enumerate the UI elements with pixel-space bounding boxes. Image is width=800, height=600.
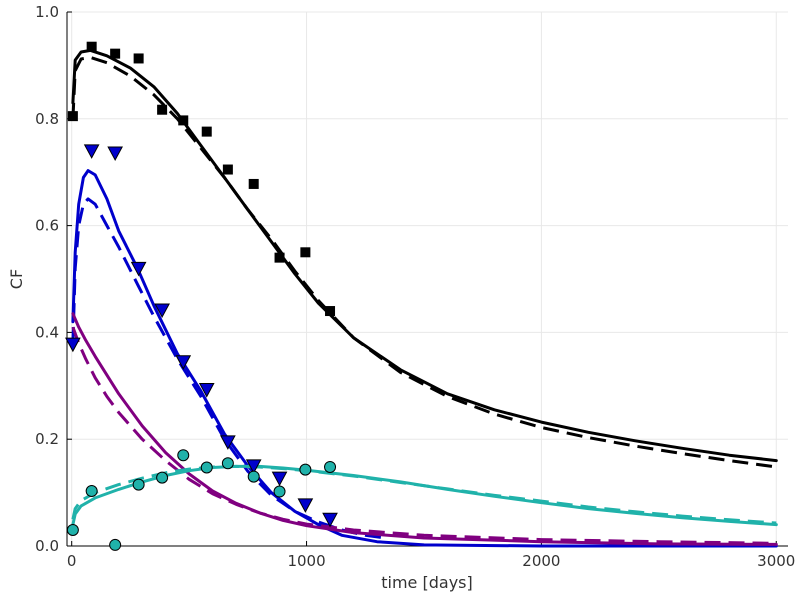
y-axis-label: CF: [7, 269, 26, 289]
series-3-circle-point: [66, 523, 79, 536]
y-tick-label: 0.0: [35, 537, 59, 555]
series-0-square-point: [274, 252, 285, 263]
grid-lines: [67, 11, 788, 547]
y-tick-label: 0.2: [35, 430, 59, 448]
series-0-square-point: [86, 41, 97, 52]
series-3-circle-point: [132, 478, 145, 491]
series-0-solid-line: [71, 48, 778, 463]
y-tick-label: 1.0: [35, 3, 59, 21]
x-tick-label: 1000: [287, 552, 325, 570]
series-0-square-point: [133, 53, 144, 64]
series-2-solid-line: [71, 312, 778, 546]
series-3-dashed-line: [71, 464, 777, 525]
data-markers: [65, 41, 338, 551]
series-1-triangle-point: [130, 261, 147, 277]
y-tick-label: 0.4: [35, 323, 59, 341]
series-0-square-point: [178, 115, 189, 126]
series-1-triangle-point: [83, 144, 100, 159]
series-3-circle-point: [273, 485, 286, 498]
series-2-dashed-line: [71, 326, 777, 545]
series-1-triangle-point: [107, 146, 123, 162]
x-tick-label: 2000: [522, 552, 560, 570]
y-tick-label: 0.8: [35, 110, 59, 128]
axes: [66, 11, 788, 547]
series-0-square-point: [300, 247, 311, 258]
series-0-square-point: [67, 111, 78, 122]
series-lines: [71, 48, 778, 548]
series-3-circle-point: [221, 457, 234, 470]
x-tick-label: 3000: [757, 552, 795, 570]
tick-labels: 0 1000 2000 3000 0.0 0.2 0.4 0.6 0.8 1.0: [35, 3, 795, 570]
series-1-triangle-point: [65, 337, 81, 353]
series-1-triangle-point: [245, 459, 262, 474]
x-axis-label: time [days]: [381, 573, 472, 592]
series-3-circle-point: [156, 471, 169, 484]
series-0-square-point: [110, 48, 121, 59]
series-3-circle-point: [200, 461, 213, 474]
x-tick-label: 0: [67, 552, 77, 570]
series-3-solid-line: [71, 464, 778, 527]
series-3-circle-point: [109, 538, 122, 551]
series-1-triangle-point: [175, 355, 192, 370]
series-3-circle-point: [85, 484, 98, 497]
series-0-square-point: [248, 178, 259, 189]
series-3-circle-point: [177, 449, 190, 462]
y-tick-label: 0.6: [35, 217, 59, 235]
series-1-triangle-point: [220, 435, 236, 450]
series-1-triangle-point: [271, 471, 288, 487]
series-1-triangle-point: [198, 383, 215, 398]
series-0-square-point: [222, 164, 233, 175]
series-0-square-point: [157, 104, 168, 115]
series-3-circle-point: [247, 470, 260, 483]
series-0-square-point: [201, 126, 212, 137]
series-3-circle-point: [299, 463, 312, 476]
series-1-solid-line: [71, 169, 778, 548]
series-1-triangle-point: [297, 498, 314, 513]
series-0-square-point: [325, 306, 336, 317]
series-1-triangle-point: [322, 512, 338, 528]
series-3-circle-point: [324, 460, 337, 473]
series-1-triangle-point: [154, 303, 170, 319]
